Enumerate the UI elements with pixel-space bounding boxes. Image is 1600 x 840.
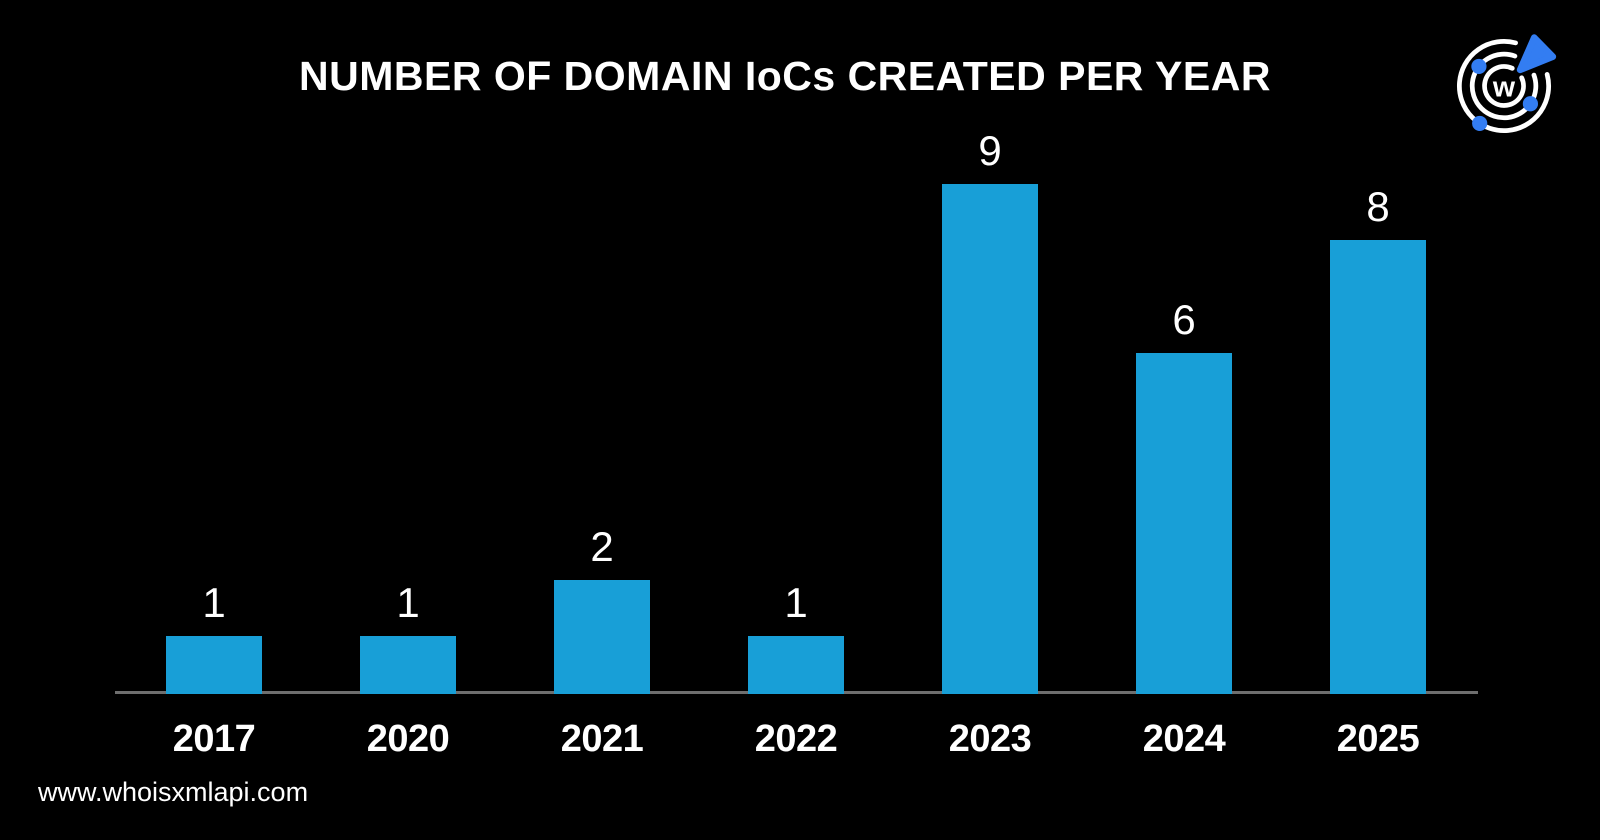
radar-dot-icon <box>1522 96 1539 112</box>
bar <box>1136 353 1232 694</box>
bar-value-label: 9 <box>978 127 1002 174</box>
x-axis-tick-label: 2024 <box>1142 718 1226 760</box>
x-axis-tick-label: 2025 <box>1336 718 1420 760</box>
logo-letter: w <box>1492 71 1516 103</box>
bar-value-label: 8 <box>1366 183 1390 230</box>
bar <box>942 184 1038 694</box>
bar <box>554 580 650 694</box>
bar-value-label: 1 <box>396 579 420 626</box>
beacon-wedge-icon <box>1516 34 1557 74</box>
bar-value-label: 1 <box>784 579 808 626</box>
bar <box>1330 240 1426 694</box>
bar <box>748 636 844 694</box>
radar-dot-icon <box>1472 115 1488 132</box>
x-axis-tick-label: 2017 <box>172 718 256 760</box>
whoisxmlapi-radar-logo: w <box>1457 34 1557 133</box>
bar <box>360 636 456 694</box>
bar-value-label: 6 <box>1172 296 1196 343</box>
bar-value-label: 2 <box>590 523 614 570</box>
radar-dot-icon <box>1471 58 1487 75</box>
radar-outer-ring-icon <box>1457 38 1552 133</box>
x-axis-tick-label: 2023 <box>948 718 1032 760</box>
x-axis-tick-label: 2021 <box>560 718 644 760</box>
bar <box>166 636 262 694</box>
radar-inner-ring-icon <box>1482 64 1526 108</box>
x-axis-tick-label: 2020 <box>366 718 450 760</box>
chart-title: NUMBER OF DOMAIN IoCs CREATED PER YEAR <box>299 53 1271 99</box>
bar-value-label: 1 <box>202 579 226 626</box>
x-axis-tick-label: 2022 <box>754 718 838 760</box>
website-url: www.whoisxmlapi.com <box>38 777 309 807</box>
